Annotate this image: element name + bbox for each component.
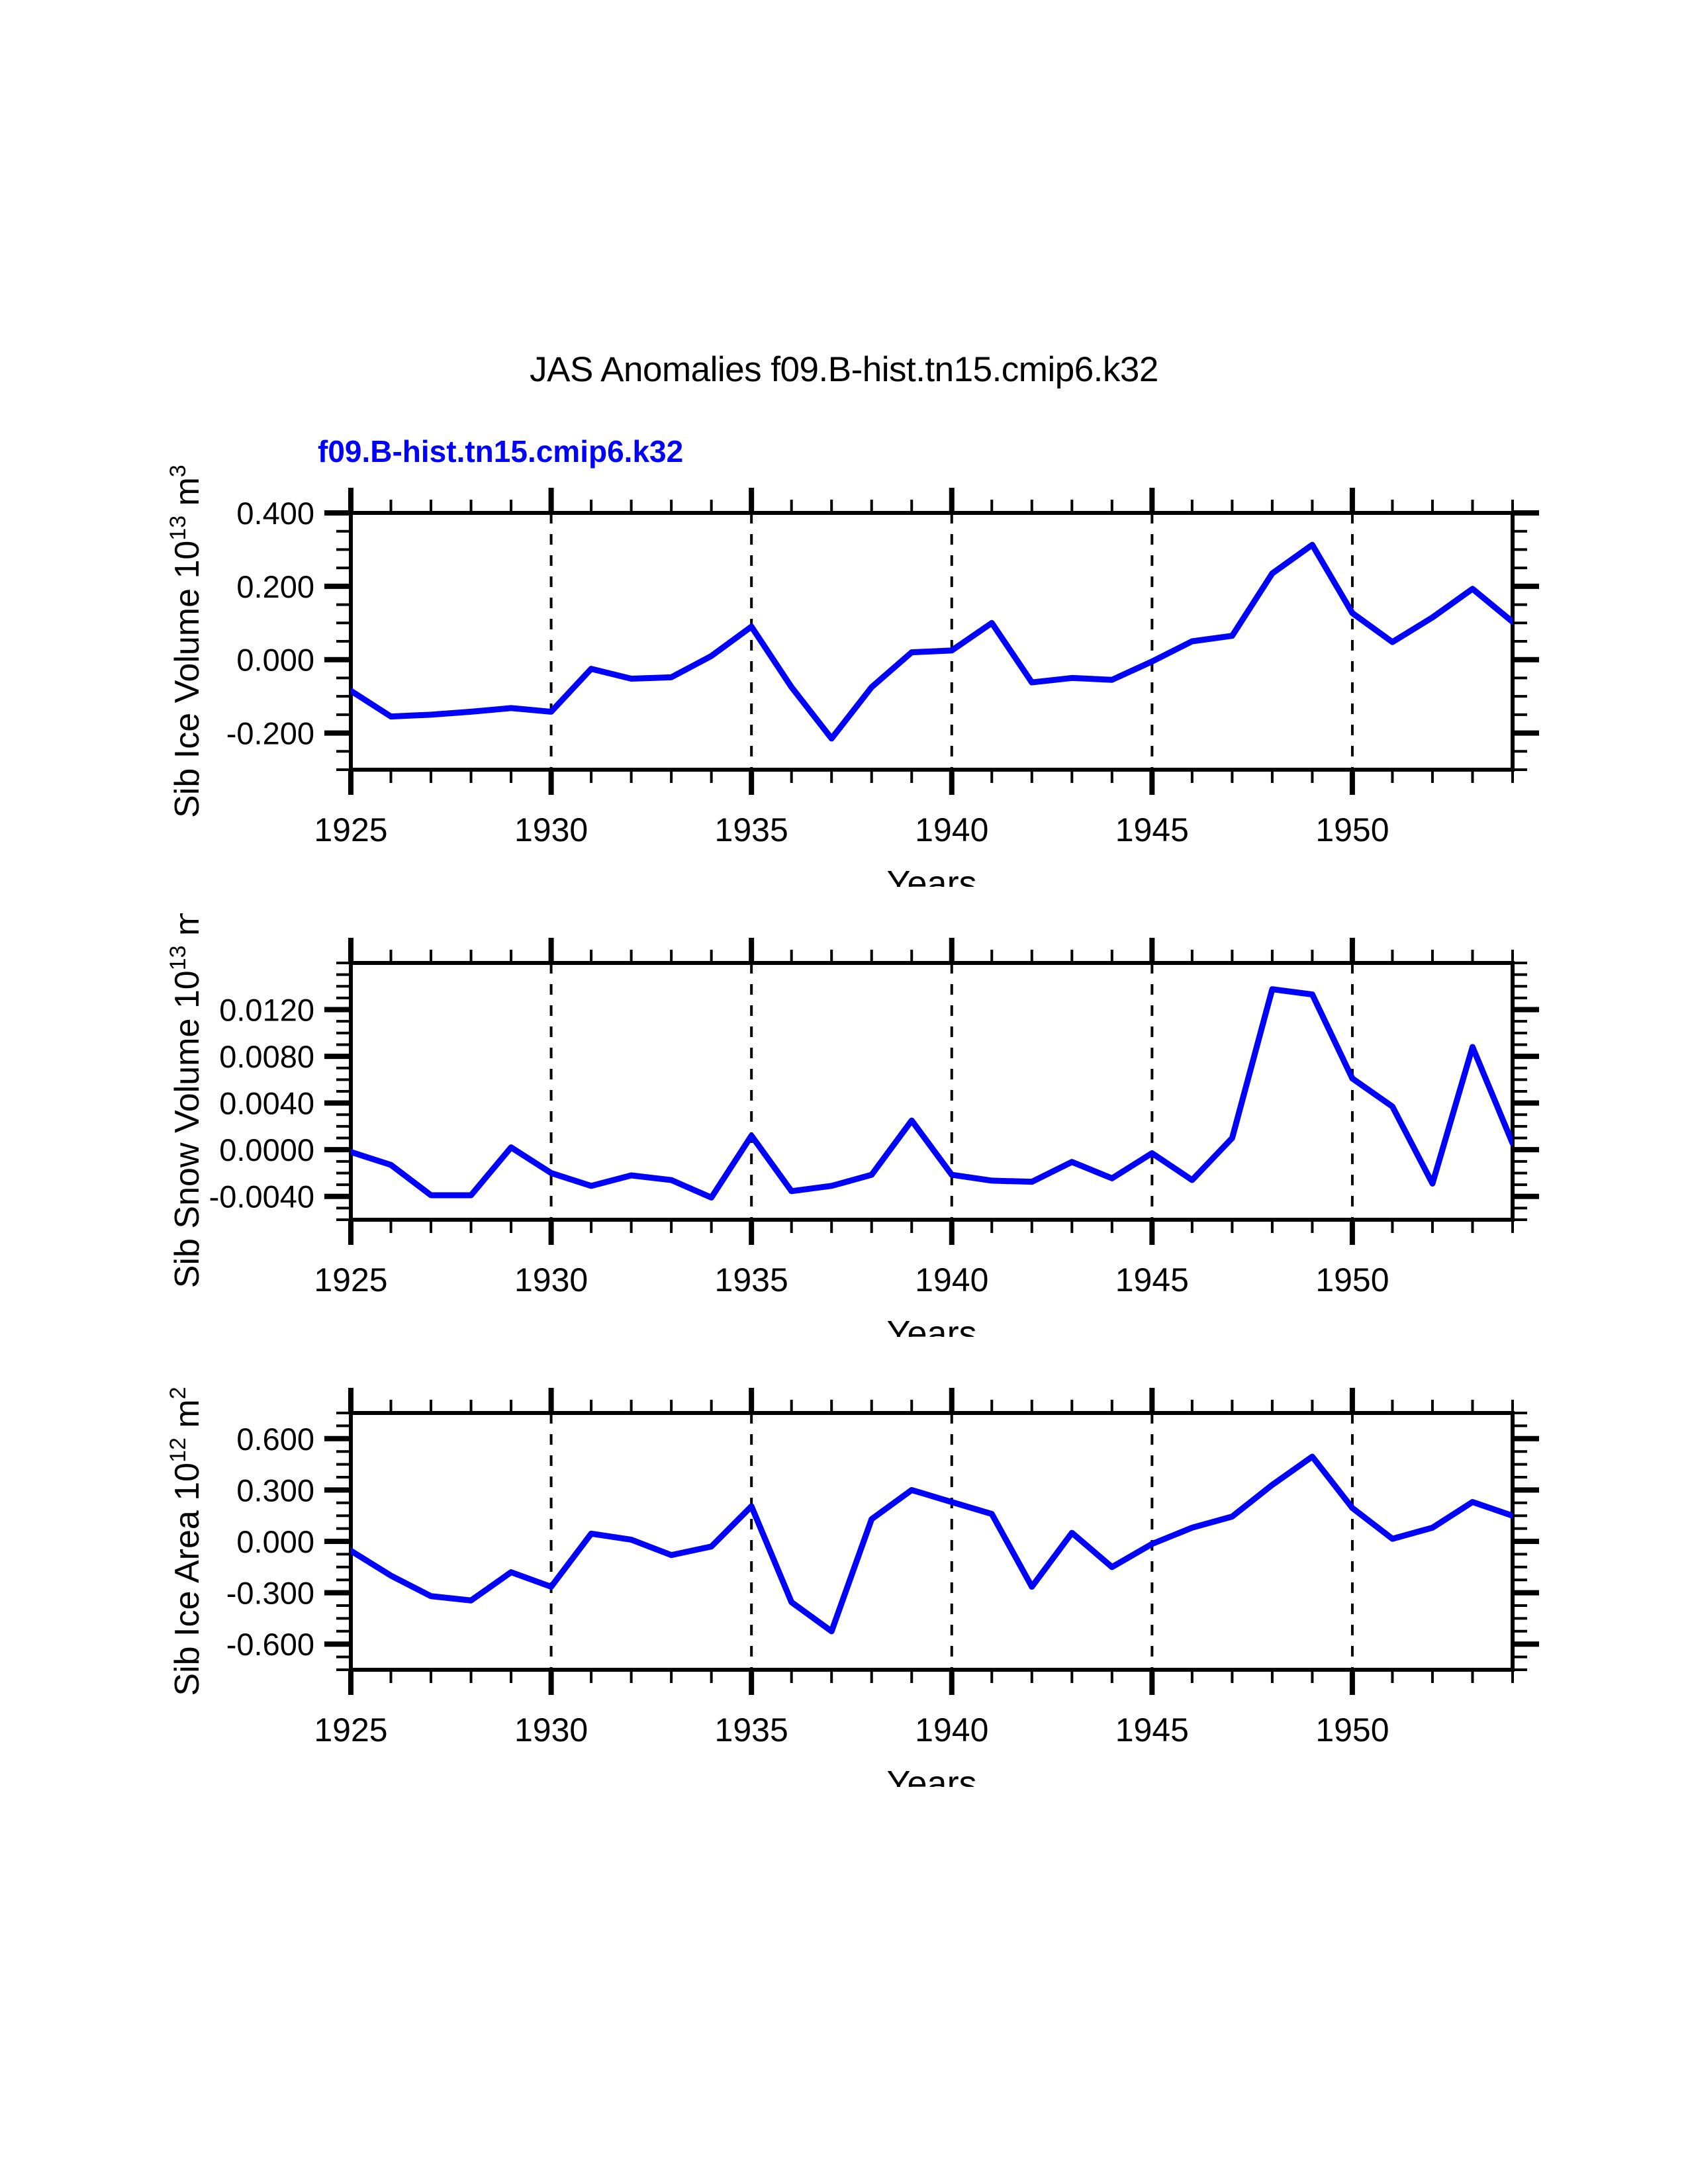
x-tick-label: 1935 xyxy=(715,1711,788,1749)
y-tick-label: -0.0040 xyxy=(209,1179,314,1214)
y-tick-label: -0.600 xyxy=(226,1627,314,1662)
chart-sib-ice-volume: -0.200 0.000 0.200 0.400 1925 1930 1935 1940 194… xyxy=(165,465,1539,887)
x-tick-label: 1945 xyxy=(1115,811,1189,848)
x-tick-label: 1925 xyxy=(314,811,387,848)
x-tick-label: 1945 xyxy=(1115,1711,1189,1749)
panel-sib-snow-volume: -0.0040 0.0000 0.0040 0.0080 0.0120 1925 1930 1… xyxy=(0,913,1688,1337)
x-tick-label: 1945 xyxy=(1115,1261,1189,1298)
x-tick-label: 1930 xyxy=(514,1711,588,1749)
panel-sib-ice-area: -0.600 -0.300 0.000 0.300 0.600 1925 1930 1935 1… xyxy=(0,1363,1688,1787)
x-axis-title: Years xyxy=(886,1314,976,1337)
y-tick-label: 0.300 xyxy=(236,1473,314,1508)
x-tick-label: 1930 xyxy=(514,811,588,848)
x-axis-title: Years xyxy=(886,864,976,887)
x-tick-label: 1950 xyxy=(1315,811,1389,848)
y-tick-label: 0.0080 xyxy=(219,1039,314,1074)
y-tick-label: 0.400 xyxy=(236,496,314,531)
y-tick-label: 0.0040 xyxy=(219,1086,314,1121)
y-tick-label: -0.200 xyxy=(226,716,314,751)
x-tick-label: 1950 xyxy=(1315,1261,1389,1298)
legend-label: f09.B-hist.tn15.cmip6.k32 xyxy=(318,434,684,469)
x-tick-label: 1925 xyxy=(314,1261,387,1298)
x-tick-label: 1950 xyxy=(1315,1711,1389,1749)
data-line-f09.B-hist.tn15.cmip6.k32 xyxy=(351,1453,1513,1635)
x-axis-title: Years xyxy=(886,1764,976,1787)
y-axis-title: Sib Ice Area 1012 m2 xyxy=(165,1387,207,1696)
x-tick-label: 1940 xyxy=(915,811,988,848)
y-tick-label: 0.200 xyxy=(236,569,314,604)
x-tick-label: 1935 xyxy=(715,811,788,848)
chart-sib-ice-area: -0.600 -0.300 0.000 0.300 0.600 1925 1930 1935 1… xyxy=(165,1387,1539,1787)
x-tick-label: 1940 xyxy=(915,1711,988,1749)
y-tick-label: 0.000 xyxy=(236,1524,314,1559)
page-title: JAS Anomalies f09.B-hist.tn15.cmip6.k32 xyxy=(530,350,1158,389)
chart-sib-snow-volume: -0.0040 0.0000 0.0040 0.0080 0.0120 1925 1930 1… xyxy=(165,913,1539,1337)
data-line-f09.B-hist.tn15.cmip6.k32 xyxy=(351,541,1513,742)
x-tick-label: 1925 xyxy=(314,1711,387,1749)
y-tick-label: 0.600 xyxy=(236,1422,314,1457)
x-tick-label: 1940 xyxy=(915,1261,988,1298)
y-tick-label: 0.000 xyxy=(236,643,314,678)
y-axis-title: Sib Ice Volume 1013 m3 xyxy=(165,465,207,818)
x-tick-label: 1930 xyxy=(514,1261,588,1298)
panel-sib-ice-volume: -0.200 0.000 0.200 0.400 1925 1930 1935 1940 194… xyxy=(0,463,1688,887)
y-tick-label: -0.300 xyxy=(226,1576,314,1611)
y-tick-label: 0.0000 xyxy=(219,1132,314,1167)
data-line-f09.B-hist.tn15.cmip6.k32 xyxy=(351,986,1513,1201)
x-tick-label: 1935 xyxy=(715,1261,788,1298)
y-tick-label: 0.0120 xyxy=(219,993,314,1028)
y-axis-title: Sib Snow Volume 1013 m3 xyxy=(165,913,207,1288)
